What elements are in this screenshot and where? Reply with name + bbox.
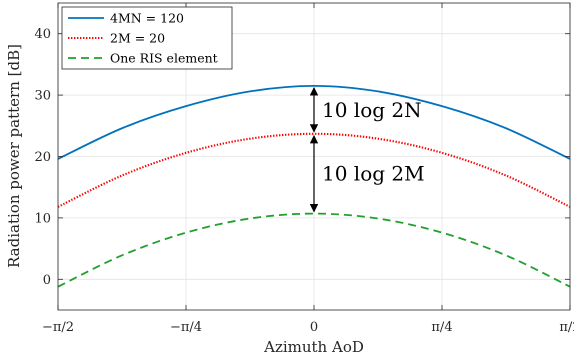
x-tick-label-4: π/2	[559, 320, 574, 335]
y-tick-label-2: 20	[34, 150, 51, 165]
y-tick-label-0: 0	[43, 273, 51, 288]
y-axis-label: Radiation power pattern [dB]	[5, 44, 23, 268]
y-tick-label-3: 30	[34, 89, 51, 104]
legend-entry-2: One RIS element	[110, 51, 218, 66]
legend-entry-1: 2M = 20	[110, 31, 165, 46]
series-line-0	[57, 84, 571, 160]
x-tick-label-0: −π/2	[42, 320, 74, 335]
series-lines	[57, 84, 571, 288]
legend: 4MN = 120 2M = 20 One RIS element	[61, 6, 233, 70]
y-tick-label-4: 40	[34, 27, 51, 42]
x-tick-label-1: −π/4	[170, 320, 202, 335]
y-tick-label-1: 10	[34, 211, 51, 226]
x-tick-label-3: π/4	[431, 320, 452, 335]
axis-ticks: −π/2 −π/4 0 π/4 π/2 0 10 20 30 40	[34, 3, 574, 335]
series-line-2	[57, 212, 571, 288]
annotation-label-1: 10 log 2M	[322, 162, 425, 186]
legend-entry-0: 4MN = 120	[110, 11, 184, 26]
x-axis-label: Azimuth AoD	[263, 338, 364, 356]
annotation-label-0: 10 log 2N	[322, 98, 422, 122]
annotations: 10 log 2N 10 log 2M	[309, 87, 425, 213]
x-tick-label-2: 0	[310, 320, 318, 335]
